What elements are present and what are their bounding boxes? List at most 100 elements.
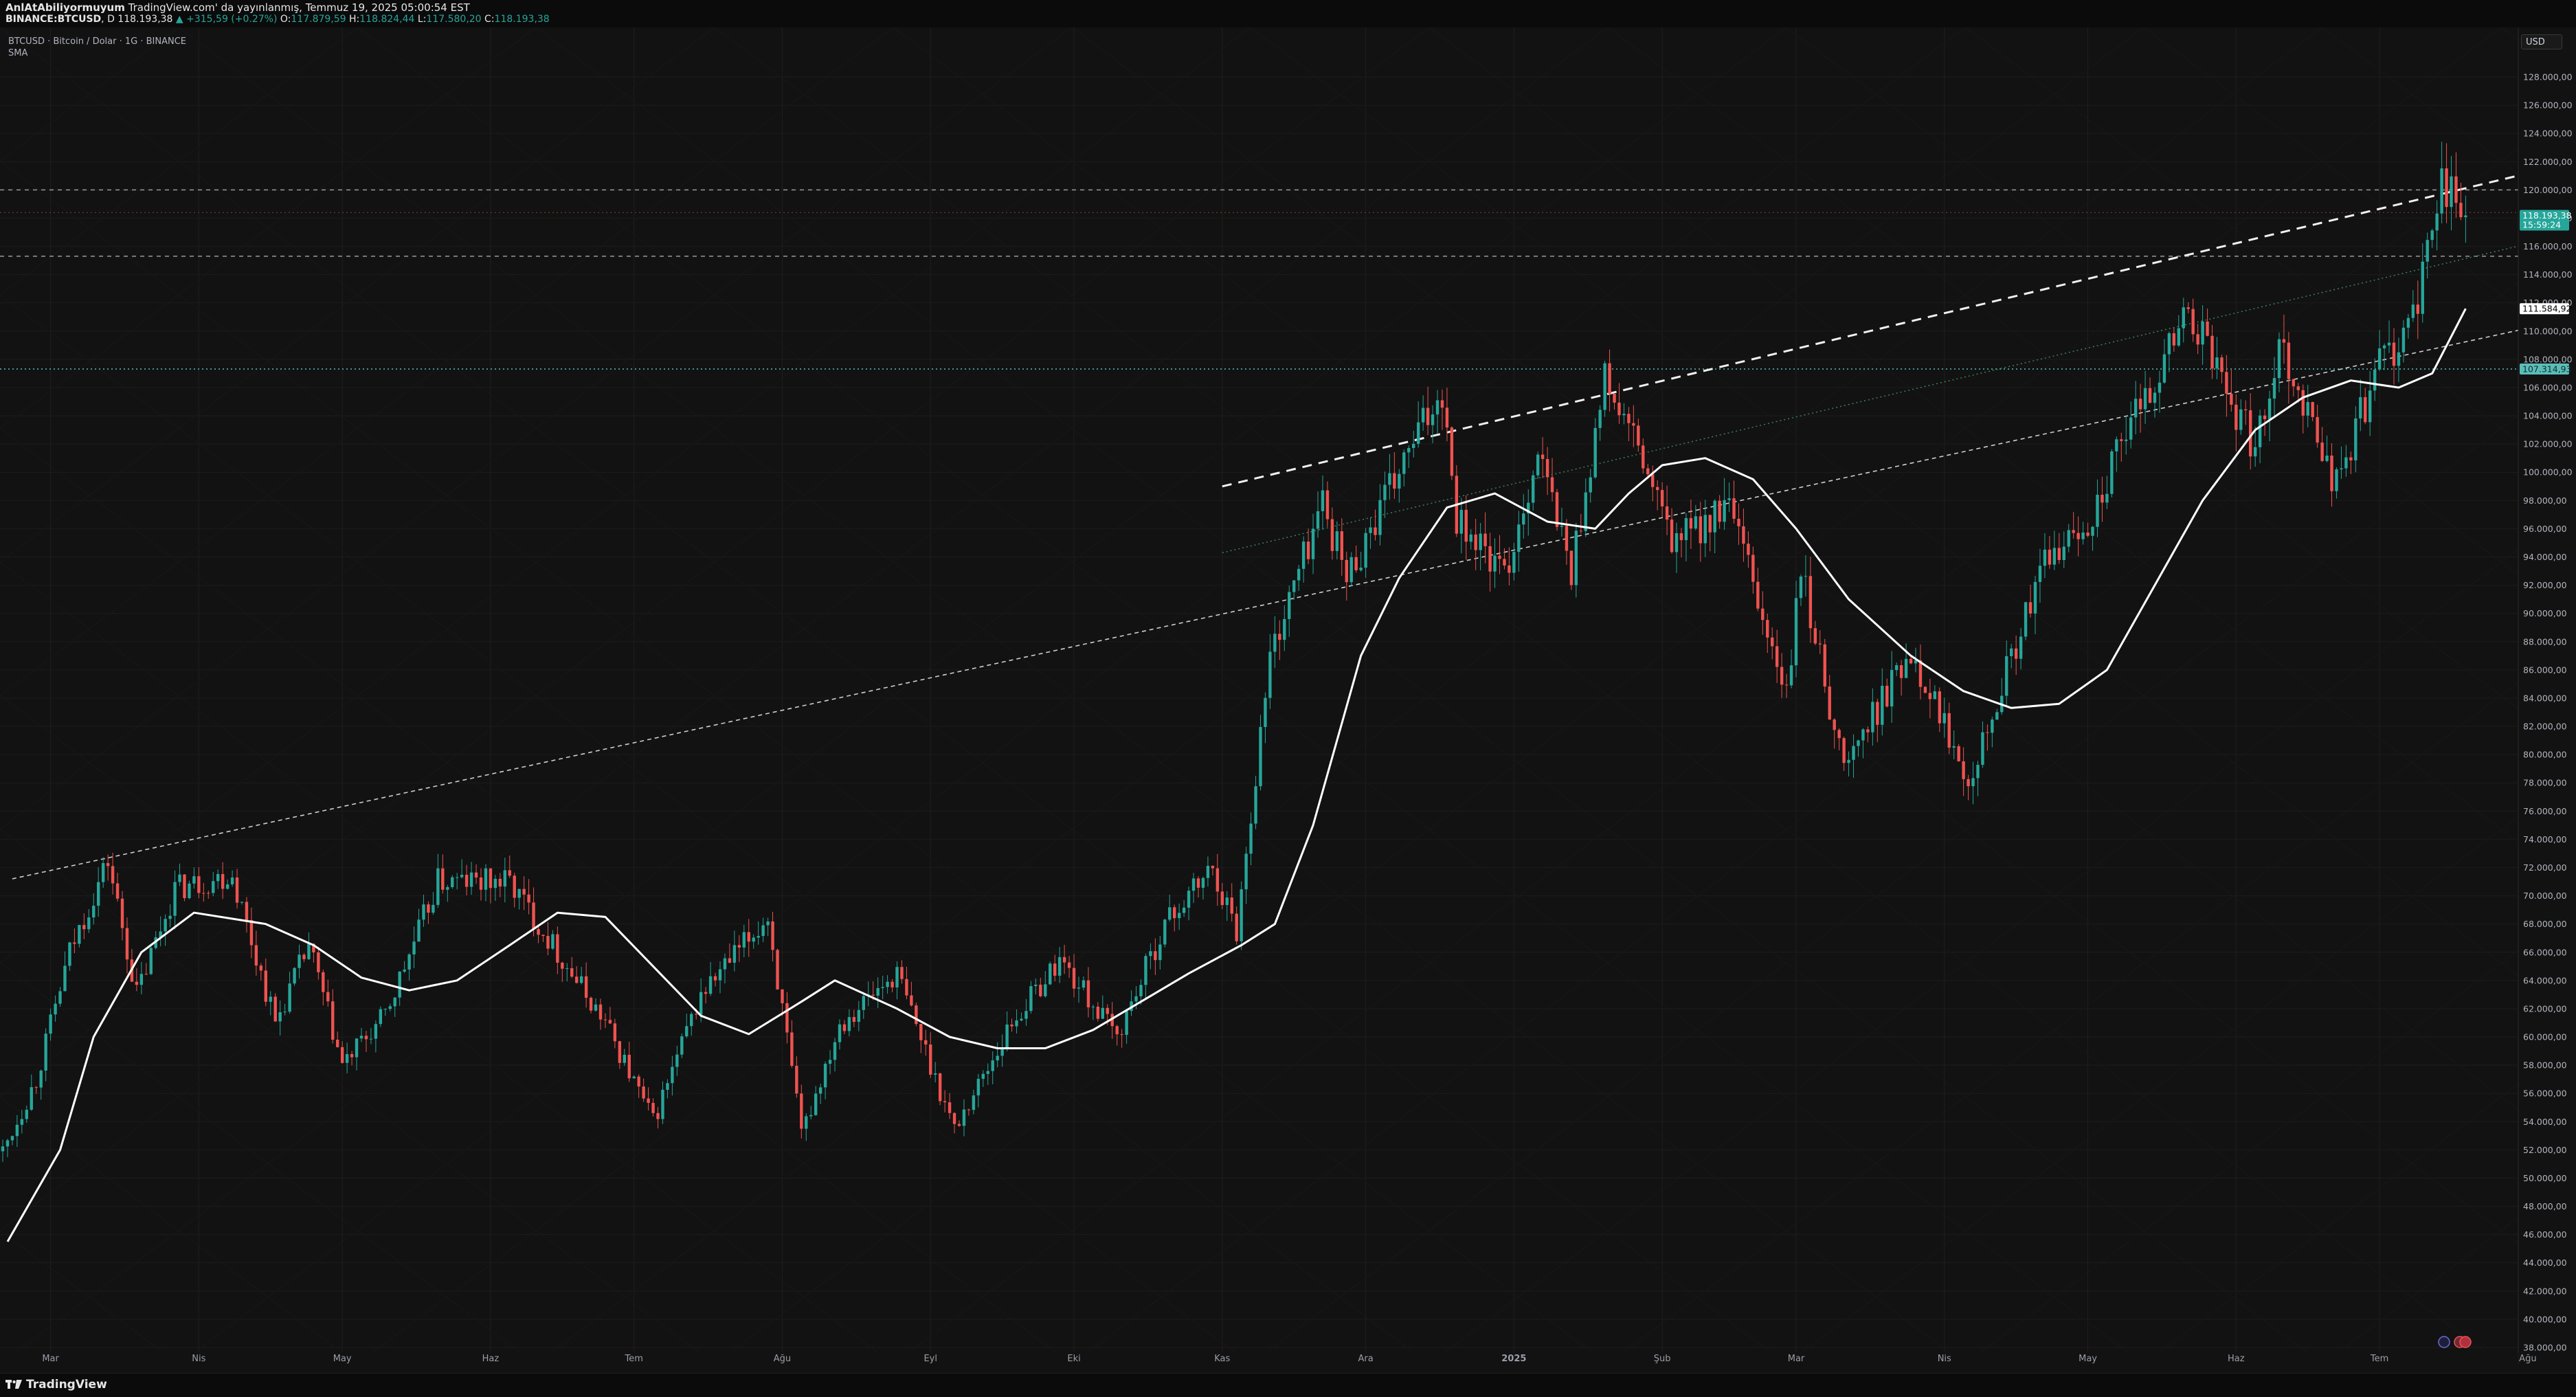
candle-up <box>699 992 703 1015</box>
candle-up <box>847 1017 851 1031</box>
candle-up <box>503 870 506 887</box>
horizontal-levels[interactable] <box>0 189 2518 370</box>
candle-up <box>1412 443 1415 448</box>
candle-up <box>432 904 435 913</box>
candle-down <box>1642 445 1645 469</box>
candle-up <box>1981 732 1984 765</box>
candle-down <box>2292 379 2296 387</box>
candle-down <box>905 979 908 996</box>
candle-down <box>2191 309 2195 335</box>
candle-down <box>527 894 530 903</box>
price-chart[interactable]: 128.000,00 126.000,00 124.000,00 122.000,00… <box>0 27 2576 1373</box>
price-tick-label: 68.000,00 <box>2523 919 2567 929</box>
candle-down <box>2196 334 2199 345</box>
currency-button[interactable]: USD <box>2521 34 2562 49</box>
candle-up <box>2325 455 2329 461</box>
candle-up <box>2110 451 2114 494</box>
candle-down <box>900 967 904 979</box>
candle-up <box>25 1109 28 1119</box>
tradingview-logo[interactable]: TradingView <box>5 1378 107 1392</box>
candle-up <box>1311 528 1315 559</box>
candle-up <box>1703 515 1707 544</box>
candle-down <box>695 1014 698 1015</box>
candle-down <box>1732 498 1736 519</box>
candle-down <box>1508 565 1511 573</box>
candle-up <box>58 991 62 1004</box>
candle-down <box>1220 891 1224 906</box>
candle-up <box>685 1026 688 1037</box>
grid-diagonal <box>0 27 715 563</box>
candle-down <box>1464 509 1468 542</box>
price-tick-label: 80.000,00 <box>2523 750 2567 760</box>
symbol-title[interactable]: BTCUSD · Bitcoin / Dolar · 1G · BINANCE <box>8 36 186 47</box>
candle-down <box>1579 530 1582 532</box>
candle-up <box>1335 531 1339 551</box>
candle-down <box>1784 684 1789 686</box>
candle-up <box>2096 494 2099 527</box>
grid-diagonal <box>1964 906 2576 1365</box>
candle-down <box>1928 693 1932 700</box>
candle-up <box>1799 576 1803 599</box>
time-tick-label: Haz <box>2228 1354 2245 1364</box>
candle-up <box>1077 987 1081 989</box>
indicator-label[interactable]: SMA <box>8 48 28 58</box>
candle-up <box>1201 878 1205 888</box>
axis-icons[interactable] <box>2438 1336 2472 1348</box>
candle-up <box>1254 786 1257 824</box>
candle-up <box>1139 985 1143 996</box>
grid-diagonal <box>2143 27 2576 352</box>
candle-up <box>293 968 296 984</box>
candle-up <box>469 872 473 887</box>
candle-down <box>73 942 76 944</box>
time-axis[interactable]: Mar Nis May Haz Tem Ağu Eyl Eki Kas Ara 2025 Şub Mar… <box>0 1352 2537 1364</box>
candle-up <box>374 1024 378 1039</box>
candle-up <box>1512 552 1516 573</box>
candle-down <box>642 1086 645 1099</box>
trend-line <box>12 323 2547 880</box>
candle-down <box>2048 549 2052 565</box>
candle-up <box>1149 951 1152 957</box>
candle-up <box>838 1024 842 1042</box>
candle-down <box>2416 304 2419 314</box>
candle-down <box>598 1004 603 1020</box>
candle-up <box>632 1076 636 1079</box>
candle-up <box>1598 410 1602 428</box>
candle-up <box>1804 576 1808 577</box>
candle-down <box>1899 665 1903 678</box>
author-name[interactable]: AnlAtAbiliyormuyum <box>5 1 125 14</box>
candle-up <box>517 889 521 898</box>
grid-diagonal <box>0 27 894 697</box>
candle-up <box>10 1136 14 1141</box>
price-tick-label: 40.000,00 <box>2523 1314 2567 1324</box>
candle-down <box>235 877 239 903</box>
price-tick-label: 50.000,00 <box>2523 1173 2567 1183</box>
candle-up <box>39 1071 43 1088</box>
candle-down <box>2454 176 2458 203</box>
candle-up <box>2215 357 2219 369</box>
candle-down <box>1766 620 1769 638</box>
candle-down <box>264 970 267 1002</box>
time-tick-label: May <box>333 1354 352 1364</box>
candle-down <box>790 1032 794 1066</box>
candle-up <box>1933 691 1937 700</box>
candle-down <box>489 868 493 889</box>
price-tick-label: 96.000,00 <box>2523 524 2567 534</box>
candle-down <box>2235 404 2238 430</box>
candle-up <box>1249 823 1253 854</box>
candle-up <box>2105 493 2109 503</box>
candle-down <box>1938 691 1941 724</box>
candle-up <box>2253 447 2257 457</box>
trend-lines[interactable] <box>12 168 2548 880</box>
candle-up <box>1024 1011 1028 1019</box>
candle-down <box>651 1103 655 1113</box>
grid-diagonal <box>0 962 537 1365</box>
candle-down <box>1771 637 1774 647</box>
candle-up <box>1560 526 1564 527</box>
candle-up <box>996 1055 999 1061</box>
candle-down <box>1923 686 1927 693</box>
candle-down <box>1632 423 1635 426</box>
candle-up <box>814 1093 818 1115</box>
candle-up <box>757 936 760 938</box>
candle-down <box>302 954 306 959</box>
price-tag-box <box>2520 303 2569 315</box>
